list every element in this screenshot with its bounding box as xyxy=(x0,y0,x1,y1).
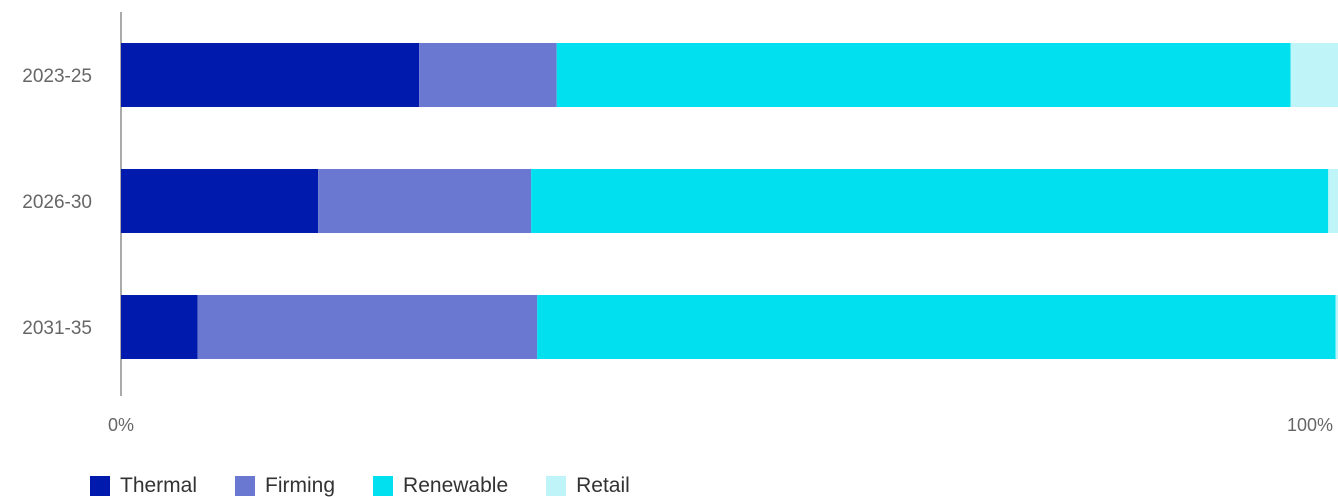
bars xyxy=(121,43,1338,359)
bar-segment-thermal-2023-25 xyxy=(121,43,420,107)
bar-segment-thermal-2026-30 xyxy=(121,169,319,233)
legend-item-renewable: Renewable xyxy=(373,474,509,497)
bar-segment-firming-2023-25 xyxy=(419,43,557,107)
legend-swatch xyxy=(546,476,567,496)
bar-segment-firming-2026-30 xyxy=(318,169,532,233)
bar-segment-thermal-2031-35 xyxy=(121,295,198,359)
legend-label: Renewable xyxy=(403,474,509,497)
bar-segment-retail-2031-35 xyxy=(1335,295,1338,359)
category-label: 2026-30 xyxy=(22,192,92,213)
legend-item-firming: Firming xyxy=(235,474,336,497)
x-tick-labels: 0% 100% xyxy=(108,415,1333,435)
legend-swatch xyxy=(373,476,394,496)
bar-segment-retail-2026-30 xyxy=(1328,169,1338,233)
legend-item-thermal: Thermal xyxy=(90,474,198,497)
bar-segment-renewable-2026-30 xyxy=(531,169,1329,233)
x-tick-label: 100% xyxy=(1287,415,1333,435)
bar-segment-retail-2023-25 xyxy=(1290,43,1338,107)
category-label: 2023-25 xyxy=(22,66,92,87)
bar-segment-renewable-2031-35 xyxy=(537,295,1336,359)
legend-swatch xyxy=(235,476,256,496)
legend-swatch xyxy=(90,476,110,496)
bar-segment-renewable-2023-25 xyxy=(556,43,1291,107)
legend-label: Retail xyxy=(576,474,630,497)
bar-segment-firming-2031-35 xyxy=(197,295,538,359)
x-tick-label: 0% xyxy=(108,415,134,435)
legend: Thermal Firming Renewable Retail xyxy=(90,474,630,497)
legend-label: Firming xyxy=(265,474,336,497)
legend-item-retail: Retail xyxy=(546,474,630,497)
category-label: 2031-35 xyxy=(22,318,92,339)
category-labels: 2023-25 2026-30 2031-35 xyxy=(22,66,92,339)
legend-label: Thermal xyxy=(120,474,198,497)
